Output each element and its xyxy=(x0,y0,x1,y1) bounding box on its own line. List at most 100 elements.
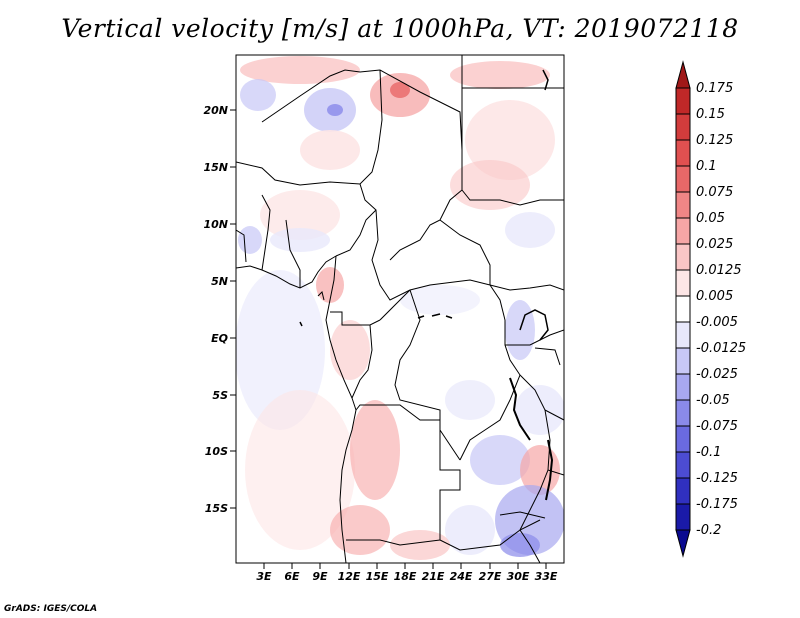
field-patch xyxy=(240,56,360,84)
colorbar-label: -0.005 xyxy=(696,315,738,330)
field-patch xyxy=(260,190,340,240)
velocity-field xyxy=(236,56,564,560)
border xyxy=(355,404,461,540)
border xyxy=(489,284,564,291)
colorbar-box xyxy=(675,87,691,115)
lat-label-20n: 20N xyxy=(203,104,228,117)
border xyxy=(519,529,541,563)
coastline xyxy=(236,255,337,289)
grads-credit: GrADS: IGES/COLA xyxy=(4,604,98,614)
field-patch xyxy=(500,533,540,557)
border xyxy=(285,219,301,288)
border xyxy=(359,183,491,301)
border xyxy=(236,229,247,263)
border xyxy=(461,189,564,206)
field-patch xyxy=(236,270,325,430)
colorbar-labels: 0.175 0.15 0.125 0.1 0.075 0.05 0.025 0.… xyxy=(696,81,746,538)
nile-delta xyxy=(542,69,549,91)
border xyxy=(261,194,271,271)
colorbar-box xyxy=(675,243,691,271)
field-patch xyxy=(327,104,343,116)
colorbar-box xyxy=(675,477,691,505)
border xyxy=(544,409,564,421)
field-patch xyxy=(450,61,550,89)
colorbar-box xyxy=(675,425,691,453)
colorbar-boxes xyxy=(675,60,691,558)
lon-label-33e: 33E xyxy=(535,570,558,583)
colorbar-box xyxy=(675,191,691,219)
field-patch xyxy=(270,228,330,252)
colorbar-label: -0.075 xyxy=(696,419,738,434)
colorbar-label: -0.175 xyxy=(696,497,738,512)
colorbar-box xyxy=(675,217,691,245)
lon-label-15e: 15E xyxy=(366,570,389,583)
chart-title: Vertical velocity [m/s] at 1000hPa, VT: … xyxy=(61,14,739,43)
colorbar-box xyxy=(675,451,691,479)
colorbar-label: 0.1 xyxy=(696,159,717,174)
field-patch xyxy=(330,320,370,380)
field-patch xyxy=(515,385,564,435)
border xyxy=(351,324,373,399)
lon-label-24e: 24E xyxy=(450,570,473,583)
colorbar-arrow-top xyxy=(675,60,691,89)
lon-label-3e: 3E xyxy=(256,570,272,583)
field-patch xyxy=(245,390,355,550)
lake-victoria xyxy=(519,309,549,341)
lon-label-6e: 6E xyxy=(284,570,300,583)
lon-label-27e: 27E xyxy=(479,570,502,583)
field-patch xyxy=(505,212,555,248)
colorbar-box xyxy=(675,113,691,141)
colorbar: 0.175 0.15 0.125 0.1 0.075 0.05 0.025 0.… xyxy=(675,60,746,558)
colorbar-label: -0.2 xyxy=(696,523,721,538)
border xyxy=(346,539,441,546)
lon-label-18e: 18E xyxy=(394,570,417,583)
field-patch xyxy=(330,505,390,555)
lon-label-12e: 12E xyxy=(338,570,361,583)
colorbar-label: 0.175 xyxy=(696,81,733,96)
border xyxy=(519,374,551,531)
field-patch xyxy=(390,82,410,98)
border xyxy=(534,347,561,366)
field-patch xyxy=(300,130,360,170)
lat-label-5s: 5S xyxy=(212,389,228,402)
field-patch xyxy=(238,226,262,254)
colorbar-box xyxy=(675,139,691,167)
border xyxy=(379,69,463,151)
colorbar-label: 0.025 xyxy=(696,237,733,252)
colorbar-label: -0.025 xyxy=(696,367,738,382)
map-panel: 20N 15N 10N 5N EQ 5S 10S 15S 3E 6E 9E 12… xyxy=(203,54,565,583)
lake-dash xyxy=(431,313,441,317)
colorbar-box xyxy=(675,269,691,297)
field-patch xyxy=(445,380,495,420)
colorbar-box xyxy=(675,399,691,427)
border xyxy=(236,69,383,186)
lake-dash xyxy=(445,315,453,319)
lon-label-30e: 30E xyxy=(507,570,530,583)
field-patch xyxy=(400,285,480,315)
lake-dash xyxy=(417,315,425,319)
lat-label-10s: 10S xyxy=(205,445,228,458)
lon-label-21e: 21E xyxy=(422,570,445,583)
lon-label-9e: 9E xyxy=(312,570,328,583)
colorbar-box xyxy=(675,295,691,323)
colorbar-box xyxy=(675,321,691,349)
lat-label-15s: 15S xyxy=(205,502,228,515)
colorbar-label: -0.0125 xyxy=(696,341,746,356)
lake-tanganyika xyxy=(509,377,531,441)
field-patch xyxy=(350,400,400,500)
border xyxy=(379,289,411,321)
border xyxy=(439,519,541,551)
colorbar-box xyxy=(675,373,691,401)
field-patch xyxy=(390,530,450,560)
longitude-axis: 3E 6E 9E 12E 15E 18E 21E 24E 27E 30E 33E xyxy=(256,563,558,583)
colorbar-label: -0.1 xyxy=(696,445,721,460)
border xyxy=(439,219,491,285)
lake-malawi xyxy=(545,439,554,501)
colorbar-label: 0.005 xyxy=(696,289,733,304)
colorbar-label: 0.0125 xyxy=(696,263,742,278)
island xyxy=(299,321,303,327)
country-borders xyxy=(236,55,564,563)
colorbar-box xyxy=(675,347,691,375)
map-frame xyxy=(235,54,565,564)
border xyxy=(261,69,381,123)
